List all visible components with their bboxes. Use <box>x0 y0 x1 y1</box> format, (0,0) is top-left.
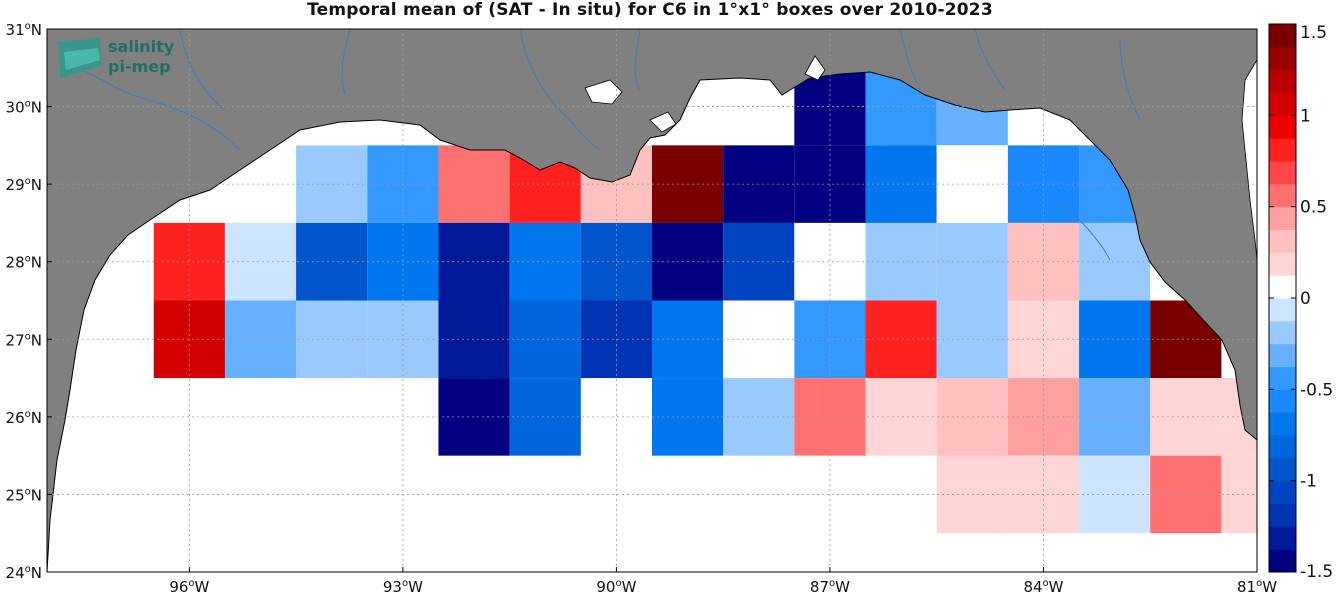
colorbar-swatch <box>1269 206 1296 230</box>
salinity-box <box>224 222 297 301</box>
lat-tick-label: 28oN <box>6 254 42 272</box>
salinity-box <box>296 222 368 301</box>
lat-tick-label: 26oN <box>6 409 42 427</box>
colorbar-swatch <box>1269 435 1296 459</box>
lat-tick-label: 25oN <box>6 486 42 504</box>
axis-ticks: 96oW 93oW 90oW 87oW 84oW 81oW 24oN 25oN 26oN 27oN… <box>6 21 1278 594</box>
map-title: Temporal mean of (SAT - In situ) for C6 … <box>307 0 993 20</box>
colorbar-swatch <box>1269 343 1296 367</box>
colorbar-swatch <box>1269 24 1296 48</box>
colorbar-swatch <box>1269 320 1296 345</box>
pi-mep-logo: salinity pi-mep <box>58 37 175 78</box>
colorbar-tick-label: 1.5 <box>1300 23 1327 43</box>
louisiana-marsh-bay <box>649 111 677 133</box>
colorbar-swatch <box>1269 69 1296 93</box>
colorbar-tick-label: -1.5 <box>1300 562 1333 582</box>
salinity-box <box>1079 378 1151 456</box>
colorbar-tick-label: 1 <box>1300 106 1311 126</box>
lon-tick-label: 90oW <box>596 578 636 594</box>
lon-tick-label: 96oW <box>169 578 209 594</box>
colorbar-swatch <box>1269 138 1296 162</box>
lat-tick-label: 30oN <box>6 99 42 117</box>
colorbar-tick-label: 0 <box>1300 289 1311 309</box>
colorbar-swatch <box>1269 92 1296 116</box>
salinity-box <box>865 222 937 301</box>
salinity-box <box>509 378 581 456</box>
colorbar-swatch <box>1269 457 1296 482</box>
logo-line1: salinity <box>108 37 175 56</box>
lon-tick-label: 93oW <box>383 578 423 594</box>
salinity-box <box>865 300 937 379</box>
colorbar-swatch <box>1269 183 1296 208</box>
lon-tick-label: 87oW <box>810 578 850 594</box>
colorbar: 1.5 1 0.5 0 -0.5 -1 -1.5 <box>1268 23 1333 582</box>
rivers <box>59 29 1141 261</box>
logo-line2: pi-mep <box>108 57 171 76</box>
colorbar-swatch <box>1269 412 1296 436</box>
lat-tick-label: 24oN <box>6 564 42 582</box>
salinity-box <box>865 145 937 223</box>
lat-tick-label: 31oN <box>6 21 42 39</box>
colorbar-swatch <box>1269 229 1296 253</box>
salinity-box <box>509 222 581 301</box>
colorbar-swatch <box>1269 298 1296 322</box>
colorbar-swatch <box>1269 389 1296 413</box>
colorbar-swatch <box>1269 503 1296 527</box>
colorbar-swatch <box>1269 252 1296 276</box>
logo-wave-icon <box>64 48 100 70</box>
map-frame <box>46 28 1258 573</box>
colorbar-swatch <box>1269 161 1296 185</box>
salinity-box <box>1079 455 1151 534</box>
colorbar-tick-label: 0.5 <box>1300 198 1327 218</box>
louisiana-lake <box>584 79 623 105</box>
lon-tick-label: 81oW <box>1237 578 1277 594</box>
salinity-box <box>1150 378 1222 456</box>
colorbar-tick-label: -1 <box>1300 472 1317 492</box>
salinity-box <box>509 300 581 379</box>
lat-tick-label: 29oN <box>6 176 42 194</box>
salinity-box <box>296 145 368 223</box>
salinity-box <box>224 300 297 379</box>
colorbar-swatch <box>1269 115 1296 139</box>
colorbar-tick-label: -0.5 <box>1300 380 1333 400</box>
colorbar-swatch <box>1269 366 1296 390</box>
salinity-box <box>1079 300 1151 379</box>
lat-tick-label: 27oN <box>6 331 42 349</box>
colorbar-swatch <box>1269 275 1296 299</box>
salinity-box <box>1150 455 1222 534</box>
colorbar-swatch <box>1269 549 1296 573</box>
colorbar-swatch <box>1269 526 1296 550</box>
us-gulf-land <box>47 29 1257 572</box>
colorbar-swatch <box>1269 480 1296 504</box>
mobile-bay <box>804 55 826 81</box>
colorbar-swatch <box>1269 46 1296 71</box>
salinity-box <box>296 300 368 379</box>
lon-tick-label: 84oW <box>1023 578 1063 594</box>
atlantic-strip <box>1232 29 1257 261</box>
salinity-box <box>865 378 937 456</box>
